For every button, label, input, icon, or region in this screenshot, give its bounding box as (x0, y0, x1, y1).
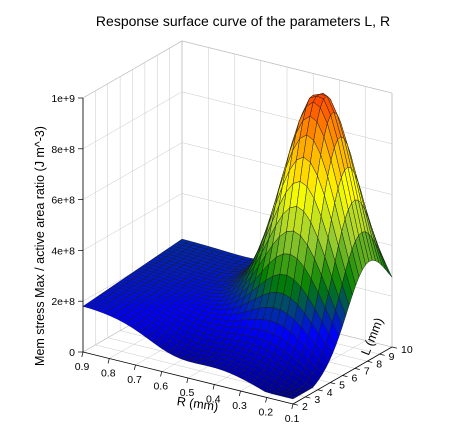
r-tick-label: 0.4 (206, 394, 221, 406)
r-tick-label: 0.3 (232, 400, 247, 412)
r-tick-label: 0.8 (101, 368, 116, 380)
l-tick (391, 346, 398, 349)
r-tick-label: 0.5 (180, 387, 195, 399)
r-tick (265, 397, 268, 403)
l-tick-label: 4 (327, 387, 333, 399)
l-tick-label: 10 (401, 344, 413, 356)
z-gridline (82, 40, 393, 99)
l-tick-label: 3 (314, 394, 320, 406)
l-tick-label: 2 (302, 401, 308, 413)
l-tick (354, 368, 360, 370)
z-tick-label: 0 (69, 347, 75, 359)
r-tick (291, 403, 294, 410)
r-tick (186, 377, 189, 384)
z-tick-label: 2e+8 (51, 296, 75, 308)
x-axis-label: R (mm) (176, 394, 219, 414)
r-tick (107, 358, 110, 364)
axes: 0 2e+8 4e+8 6e+8 8e+8 1e+9 0.9 0.8 0.7 0.6 0.5 0.4 0… (51, 93, 413, 425)
r-tick-label: 0.1 (285, 413, 300, 424)
r-tick (133, 364, 136, 371)
l-tick-label: 5 (339, 380, 345, 392)
chart-title: Response surface curve of the parameters… (96, 13, 390, 29)
z-tick-label: 6e+8 (51, 195, 75, 207)
l-tick-label: 7 (364, 365, 370, 377)
l-tick-label: 9 (389, 351, 395, 363)
r-tick-label: 0.9 (75, 361, 90, 373)
r-tick (160, 371, 163, 377)
l-tick (292, 403, 299, 406)
l-tick (379, 353, 385, 356)
l-tick-label: 6 (352, 373, 358, 385)
z-tick-label: 8e+8 (51, 144, 75, 156)
surface-cell (285, 395, 297, 400)
r-tick-label: 0.2 (258, 407, 273, 419)
r-tick (238, 390, 241, 397)
z-axis-label: Mem stress Max / active area ratio (J m^… (33, 126, 47, 366)
wall-top-edges (82, 40, 393, 99)
l-tick (330, 382, 336, 385)
r-tick-label: 0.7 (127, 374, 142, 386)
l-tick (342, 375, 348, 378)
l-tick (367, 360, 373, 363)
z-tick-label: 1e+9 (51, 93, 75, 105)
r-tick (212, 384, 215, 390)
l-gridline (95, 90, 306, 398)
r-tick-label: 0.6 (153, 381, 168, 393)
l-tick (317, 389, 323, 392)
l-tick (305, 396, 311, 399)
z-tick-label: 4e+8 (51, 245, 75, 257)
surface-mesh (82, 92, 393, 400)
l-tick-label: 8 (376, 358, 382, 370)
y-axis-label: L (mm) (358, 316, 386, 358)
r-tick (81, 351, 84, 358)
